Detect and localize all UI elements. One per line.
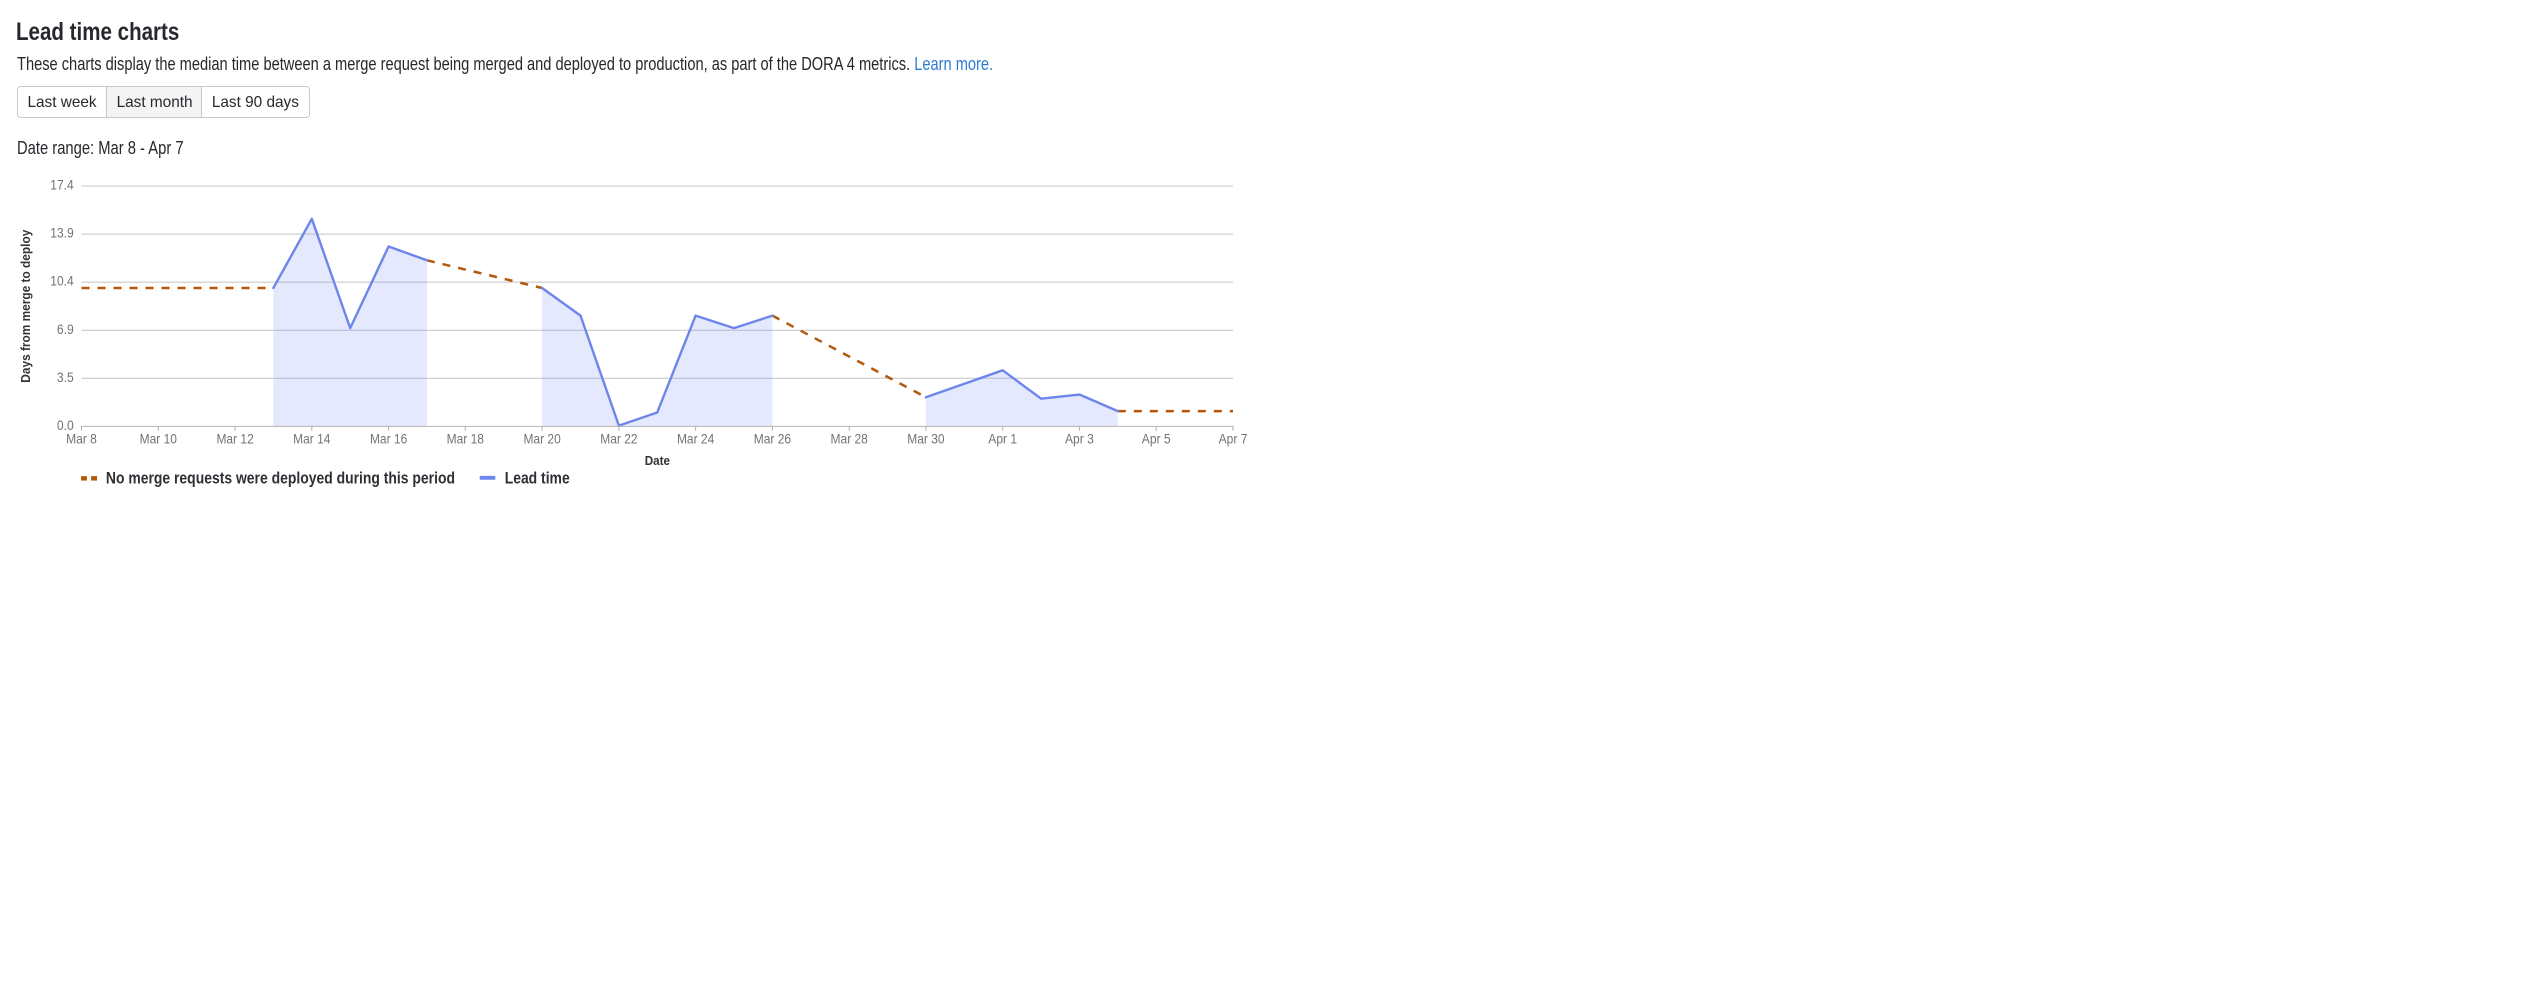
svg-text:13.9: 13.9 [50,225,74,241]
svg-text:Apr 1: Apr 1 [988,430,1017,446]
svg-text:Mar 12: Mar 12 [216,430,253,446]
svg-text:Date: Date [645,453,670,468]
svg-text:17.4: 17.4 [50,177,74,193]
svg-text:Mar 8: Mar 8 [66,430,97,446]
svg-text:Apr 7: Apr 7 [1219,430,1248,446]
svg-text:Mar 20: Mar 20 [523,430,560,446]
svg-text:Apr 5: Apr 5 [1142,430,1171,446]
svg-text:Mar 10: Mar 10 [140,430,177,446]
svg-text:Mar 14: Mar 14 [293,430,330,446]
svg-text:Lead time: Lead time [505,468,570,487]
svg-text:6.9: 6.9 [57,321,74,337]
svg-text:Days from merge to deploy: Days from merge to deploy [18,229,33,383]
svg-text:Mar 26: Mar 26 [754,430,791,446]
svg-text:0.0: 0.0 [57,417,74,433]
svg-text:Mar 22: Mar 22 [600,430,637,446]
svg-text:Mar 30: Mar 30 [907,430,944,446]
svg-text:Apr 3: Apr 3 [1065,430,1094,446]
svg-text:Mar 28: Mar 28 [831,430,868,446]
svg-text:Mar 16: Mar 16 [370,430,407,446]
svg-text:10.4: 10.4 [50,273,74,289]
svg-text:No merge requests were deploye: No merge requests were deployed during t… [106,468,455,487]
svg-text:3.5: 3.5 [57,369,74,385]
svg-text:Mar 24: Mar 24 [677,430,714,446]
svg-text:Mar 18: Mar 18 [447,430,484,446]
